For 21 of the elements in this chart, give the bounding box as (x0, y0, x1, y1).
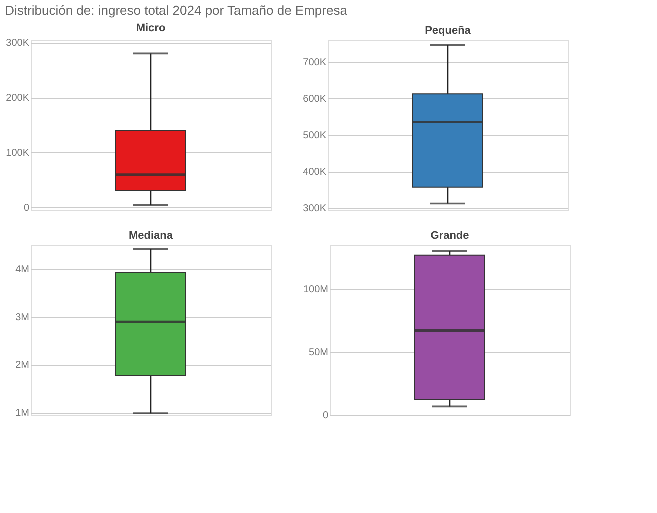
y-tick-label: 300K (303, 204, 327, 215)
y-tick-label: 600K (303, 94, 327, 105)
y-tick-label: 1M (16, 408, 30, 420)
text: Distribución de: ingreso total 2024 por Tamaño de Empresa (5, 3, 348, 18)
chart-title: Micro (136, 22, 166, 35)
y-tick-label: 4M (16, 264, 30, 276)
y-tick-label: 500K (303, 130, 327, 142)
y-tick-label: 400K (303, 167, 327, 178)
chart-title: Grande (430, 230, 470, 242)
y-tick-label: 700K (303, 57, 327, 68)
y-tick-label: 2M (16, 360, 30, 372)
y-tick-label: 200K (6, 93, 30, 104)
y-tick-label: 100M (303, 284, 328, 296)
y-tick-label: 100K (6, 148, 30, 159)
y-tick-label: 50M (309, 348, 328, 359)
y-tick-label: 0 (24, 202, 30, 214)
y-tick-label: 3M (16, 312, 30, 324)
y-tick-label: 0 (322, 410, 329, 422)
chart-title: Pequeña (425, 25, 472, 37)
chart-title: Mediana (128, 230, 174, 242)
y-tick-label: 300K (6, 38, 30, 50)
